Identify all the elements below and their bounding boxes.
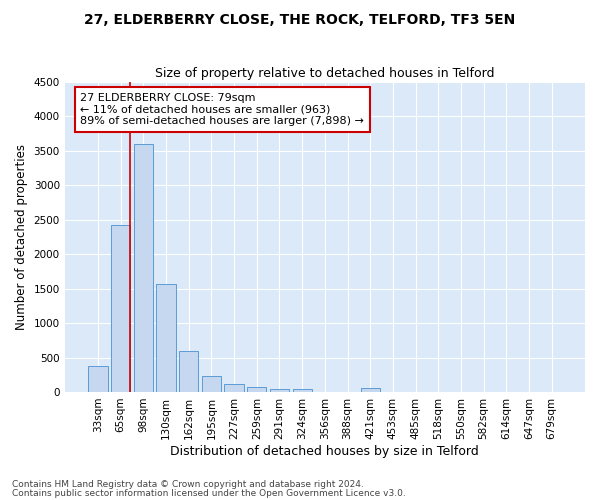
Bar <box>157 284 176 392</box>
Y-axis label: Number of detached properties: Number of detached properties <box>15 144 28 330</box>
Bar <box>202 376 221 392</box>
Bar <box>179 350 199 392</box>
X-axis label: Distribution of detached houses by size in Telford: Distribution of detached houses by size … <box>170 444 479 458</box>
Bar <box>88 366 107 392</box>
Text: 27 ELDERBERRY CLOSE: 79sqm
← 11% of detached houses are smaller (963)
89% of sem: 27 ELDERBERRY CLOSE: 79sqm ← 11% of deta… <box>80 93 364 126</box>
Bar <box>247 387 266 392</box>
Text: 27, ELDERBERRY CLOSE, THE ROCK, TELFORD, TF3 5EN: 27, ELDERBERRY CLOSE, THE ROCK, TELFORD,… <box>85 12 515 26</box>
Bar <box>293 389 312 392</box>
Title: Size of property relative to detached houses in Telford: Size of property relative to detached ho… <box>155 66 494 80</box>
Bar <box>361 388 380 392</box>
Text: Contains public sector information licensed under the Open Government Licence v3: Contains public sector information licen… <box>12 488 406 498</box>
Bar <box>270 388 289 392</box>
Bar <box>224 384 244 392</box>
Bar <box>111 226 130 392</box>
Bar <box>134 144 153 392</box>
Text: Contains HM Land Registry data © Crown copyright and database right 2024.: Contains HM Land Registry data © Crown c… <box>12 480 364 489</box>
